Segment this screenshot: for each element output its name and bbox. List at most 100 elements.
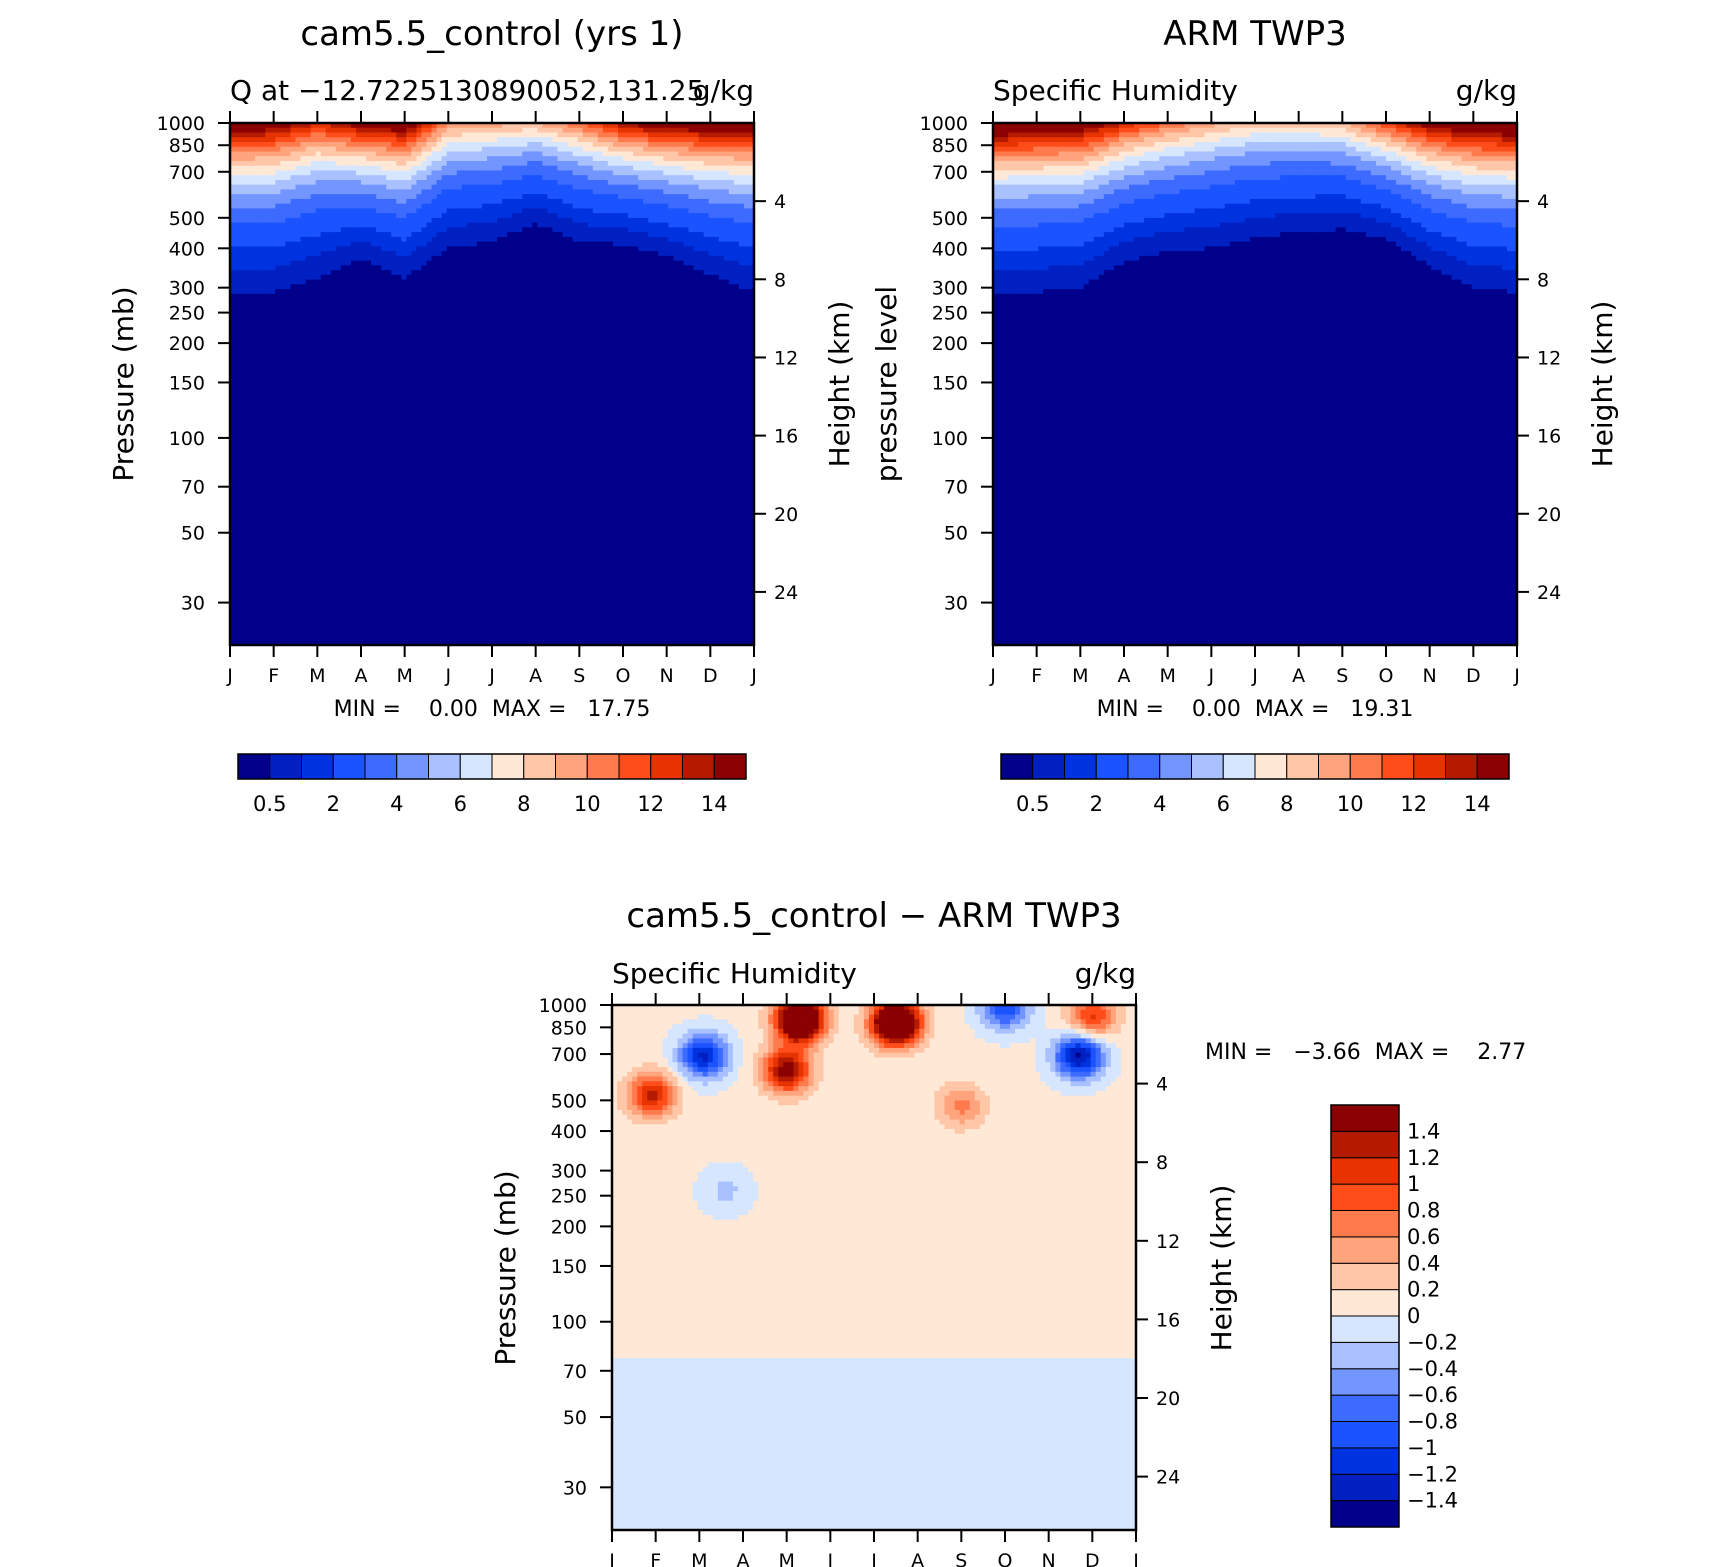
field-cell (245, 260, 251, 266)
field-cell (431, 184, 438, 191)
field-cell (270, 317, 276, 323)
field-cell (325, 289, 332, 295)
field-cell (386, 141, 392, 148)
field-cell (612, 165, 619, 172)
field-cell (361, 213, 367, 219)
field-cell (376, 170, 382, 176)
field-cell (335, 222, 342, 228)
field-cell (658, 289, 664, 295)
field-cell (230, 341, 236, 347)
field-cell (748, 265, 754, 271)
field-cell (320, 346, 327, 352)
field-cell (285, 251, 292, 257)
field-cell (391, 179, 397, 186)
field-cell (330, 312, 337, 319)
field-cell (708, 346, 715, 352)
field-cell (275, 236, 281, 243)
field-cell (532, 189, 538, 195)
field-cell (653, 260, 659, 266)
field-cell (638, 308, 644, 314)
field-cell (517, 146, 523, 153)
field-cell (250, 274, 256, 281)
field-cell (492, 151, 498, 157)
field-cell (718, 274, 725, 281)
field-cell (718, 241, 725, 247)
field-cell (628, 317, 634, 323)
field-cell (748, 217, 754, 224)
field-cell (532, 137, 538, 143)
field-cell (245, 165, 251, 172)
field-cell (728, 165, 735, 172)
field-cell (537, 317, 543, 323)
field-cell (260, 260, 266, 266)
field-cell (663, 236, 669, 243)
field-cell (431, 198, 438, 205)
field-cell (567, 241, 574, 247)
field-cell (295, 194, 302, 200)
field-cell (562, 346, 569, 352)
field-cell (693, 127, 700, 134)
field-cell (325, 284, 332, 290)
field-cell (597, 175, 604, 181)
field-cell (592, 331, 599, 338)
field-cell (517, 341, 523, 347)
field-cell (371, 217, 377, 224)
field-cell (295, 123, 302, 129)
field-cell (733, 246, 740, 252)
field-cell (315, 236, 322, 243)
field-cell (300, 284, 307, 290)
field-cell (265, 156, 271, 162)
field-cell (411, 123, 418, 129)
field-cell (305, 251, 312, 257)
field-cell (345, 189, 352, 195)
field-cell (295, 198, 302, 205)
field-cell (577, 232, 584, 238)
field-cell (290, 189, 297, 195)
field-cell (235, 123, 241, 129)
field-cell (340, 156, 347, 162)
field-cell (300, 156, 307, 162)
field-cell (295, 308, 302, 314)
field-cell (481, 123, 488, 129)
field-cell (552, 236, 559, 243)
field-cell (340, 151, 347, 157)
field-cell (255, 137, 261, 143)
field-cell (230, 322, 236, 328)
field-cell (577, 146, 584, 153)
field-cell (240, 217, 246, 224)
field-cell (582, 246, 589, 252)
field-cell (280, 222, 287, 228)
field-cell (673, 232, 680, 238)
field-cell (300, 341, 307, 347)
field-cell (728, 246, 735, 252)
field-cell (275, 170, 281, 176)
field-cell (476, 279, 483, 285)
field-cell (693, 165, 700, 172)
field-cell (547, 251, 554, 257)
field-cell (456, 170, 463, 176)
field-cell (431, 279, 438, 285)
field-cell (507, 346, 513, 352)
field-cell (275, 246, 281, 252)
field-cell (406, 331, 412, 338)
field-cell (507, 284, 513, 290)
field-cell (683, 293, 690, 300)
field-cell (255, 241, 261, 247)
field-cell (396, 132, 402, 138)
field-cell (517, 274, 523, 281)
field-cell (653, 156, 659, 162)
field-cell (486, 265, 493, 271)
field-cell (366, 123, 372, 129)
field-cell (230, 293, 236, 300)
field-cell (587, 293, 594, 300)
field-cell (698, 251, 705, 257)
field-cell (461, 146, 468, 153)
field-cell (547, 270, 554, 276)
field-cell (381, 189, 387, 195)
field-cell (678, 232, 685, 238)
field-cell (723, 303, 730, 309)
field-cell (522, 293, 528, 300)
field-cell (547, 284, 554, 290)
field-cell (305, 293, 312, 300)
field-cell (416, 241, 423, 247)
